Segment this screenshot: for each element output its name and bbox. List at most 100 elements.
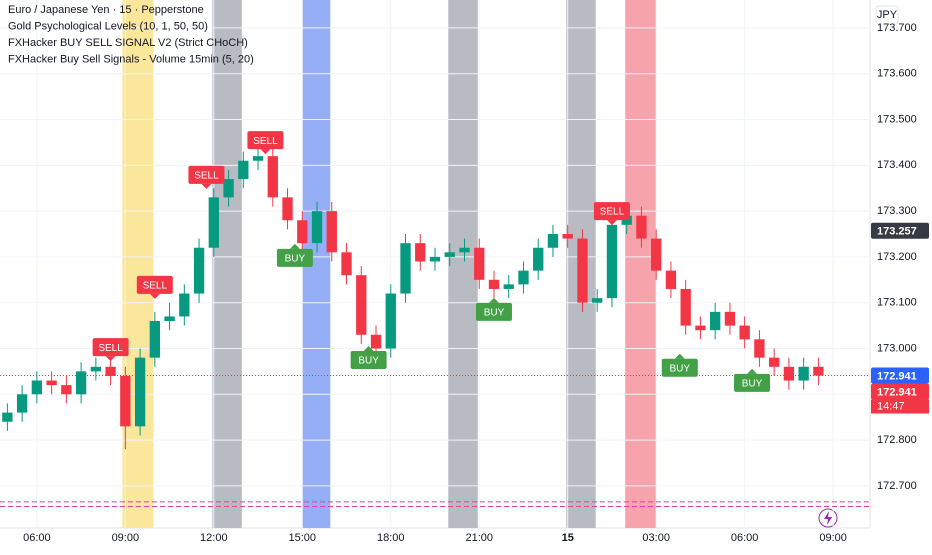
candle-body [356,275,367,335]
signal-pointer [674,353,685,359]
y-tick-label: 172.800 [877,434,917,446]
y-tick-label: 173.100 [877,297,917,309]
candle-body [193,247,205,294]
signal-pointer [289,243,300,249]
signal-label: SELL [253,136,278,147]
candle-body [459,247,470,253]
signal[interactable]: SELL [188,165,225,189]
x-tick-label: 09:00 [112,532,140,544]
signal-box [350,350,387,369]
candle-body [164,316,175,322]
candle-body [429,256,441,262]
candle-body [400,243,411,294]
legend: 173.257 172.941 172.941 14:47 Euro / Japanes… [8,4,929,414]
signal-pointer [747,368,758,374]
y-tick-label: 173.300 [877,205,917,217]
session-band [212,0,242,528]
candle-body [267,156,278,198]
candle-body [238,160,249,180]
last-price-tag-box [871,367,929,384]
session-band [448,0,478,528]
signal-box [593,202,630,221]
candle-body [665,270,677,289]
signal-label: BUY [742,378,763,389]
candle-body [724,311,736,326]
candle-body [813,366,824,376]
countdown-box [871,399,929,414]
x-tick-label: 15 [562,532,574,544]
alert-icon-bolt [824,511,832,525]
signal[interactable]: BUY [475,297,512,321]
candle-body [651,238,662,271]
candle-body [370,334,382,349]
legend-line[interactable]: FXHacker Buy Sell Signals - Volume 15min… [8,53,254,65]
signal[interactable]: BUY [350,345,387,369]
last-price-tag: 172.941 [877,370,917,382]
signal[interactable]: BUY [276,243,313,267]
last-price-tag-2-box [871,383,929,400]
candle-body [16,394,28,413]
candle-body [341,252,352,276]
countdown: 14:47 [877,400,905,412]
currency: JPY [877,9,898,21]
signal-label: SELL [600,207,625,218]
signal-pointer [260,149,271,155]
x-tick-label: 03:00 [642,532,670,544]
legend-line[interactable]: FXHacker BUY SELL SIGNAL V2 (Strict CHoC… [8,37,248,49]
candle-body [415,243,426,262]
legend-line[interactable]: Euro / Japanese Yen · 15 · Pepperstone [8,4,204,16]
y-tick-label: 173.700 [877,22,917,34]
signal[interactable]: SELL [92,338,129,362]
candle-body [46,380,57,386]
signal[interactable]: SELL [247,131,284,155]
candle-body [326,211,337,253]
legend-line[interactable]: Gold Psychological Levels (10, 1, 50, 50… [8,20,208,32]
x-tick-label: 21:00 [465,532,493,544]
level-tag: 173.257 [877,226,917,238]
candle-body [90,366,102,372]
candle-body [474,247,485,280]
candle-body [798,366,809,381]
candle-body [61,385,72,395]
candle-body [621,215,632,225]
candle-body [149,321,160,358]
x-tick-label: 18:00 [377,532,405,544]
signal-label: BUY [285,253,306,264]
candle-body [577,238,588,303]
candle-body [547,234,559,248]
signal-box [276,248,313,267]
y-tick-label: 172.700 [877,480,917,492]
signal-label: BUY [358,356,379,367]
signal-box [734,373,771,392]
signal[interactable]: SELL [593,202,630,226]
candle-body [444,252,455,257]
signal-pointer [105,356,116,362]
candle-body [311,211,323,244]
x-tick-label: 06:00 [23,532,51,544]
candle-body [533,247,544,271]
signal[interactable]: BUY [661,353,698,377]
y-tick-label: 173.400 [877,159,917,171]
signal-pointer [606,220,617,226]
signal[interactable]: SELL [136,275,173,299]
currency-box[interactable] [875,5,899,25]
signal-label: SELL [194,171,219,182]
candle-body [710,311,721,331]
candle-body [223,179,234,198]
signal-box [661,358,698,377]
candle-body [75,371,87,395]
signal-box [188,165,225,184]
candle-body [2,412,13,422]
candle-body [282,197,293,221]
signal-pointer [363,345,374,351]
last-price-tag-2: 172.941 [877,386,917,398]
candle-body [120,375,131,427]
candle-body [385,293,396,349]
candle-body [592,298,603,303]
candle-body [134,357,146,427]
signal[interactable]: BUY [734,368,771,392]
signal-label: BUY [484,307,505,318]
candle-body [179,293,190,317]
candle-body [252,156,264,161]
x-tick-label: 12:00 [200,532,228,544]
